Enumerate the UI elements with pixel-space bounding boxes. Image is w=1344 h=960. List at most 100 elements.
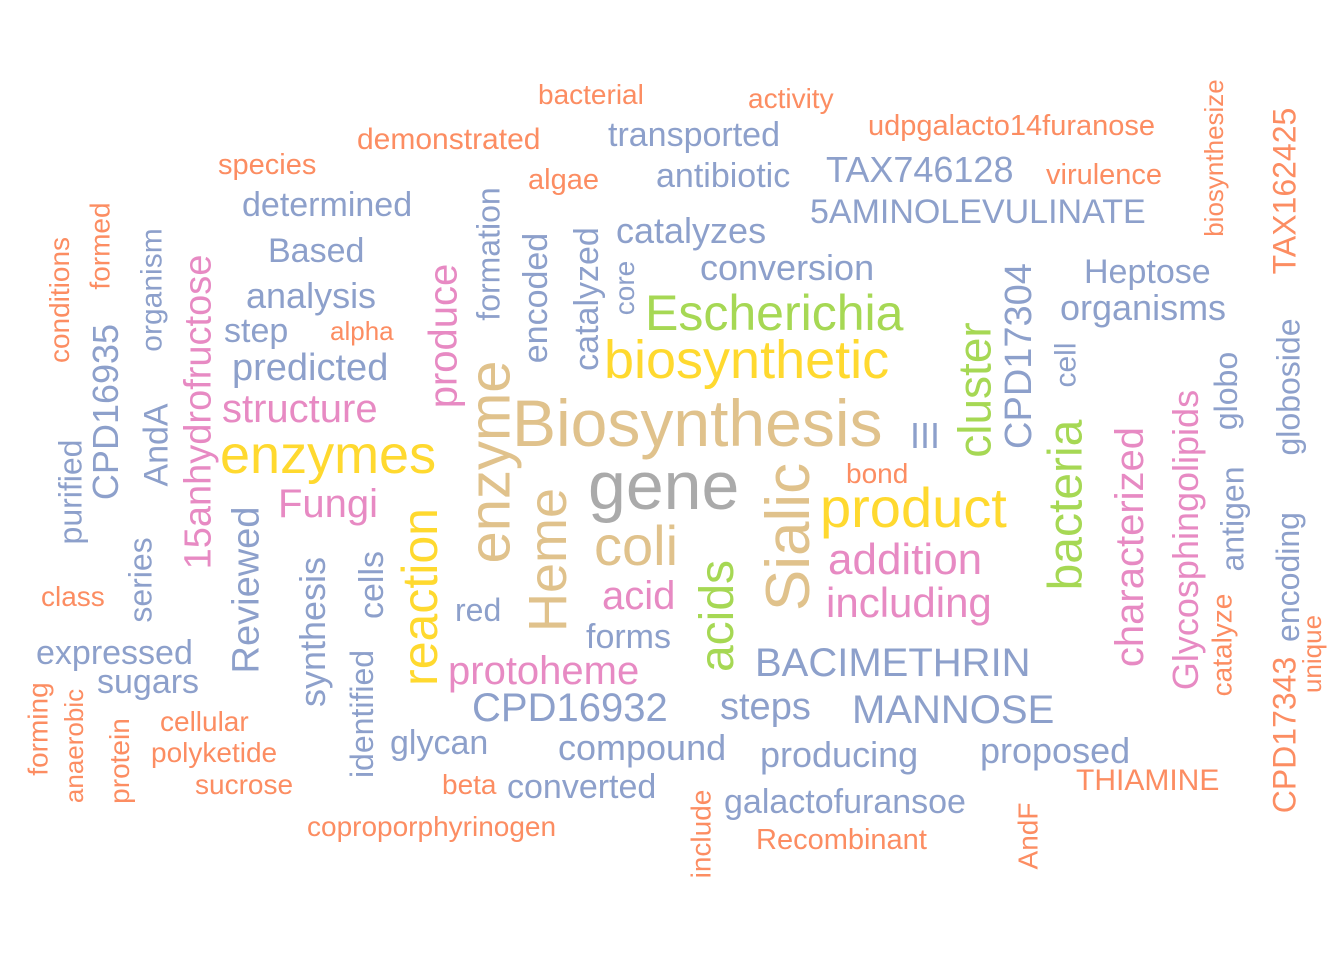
word-thiamine: THIAMINE: [1076, 764, 1220, 797]
word-gene: gene: [588, 448, 740, 524]
word-cpd17343: CPD17343: [1265, 656, 1302, 814]
word-characterized: characterized: [1108, 426, 1153, 668]
word-heme: Heme: [518, 487, 579, 633]
word-bacteria: bacteria: [1038, 419, 1092, 591]
word-series: series: [122, 537, 159, 623]
word-sucrose: sucrose: [195, 769, 294, 800]
word-glycan: glycan: [390, 724, 489, 762]
word-udpgalacto14furanose: udpgalacto14furanose: [868, 110, 1156, 142]
word-step: step: [224, 312, 289, 350]
word-polyketide: polyketide: [151, 737, 278, 768]
word-include: include: [684, 789, 716, 879]
word-forms: forms: [586, 618, 671, 656]
word-bacimethrin: BACIMETHRIN: [755, 641, 1031, 685]
word-alpha: alpha: [330, 316, 394, 346]
word-cpd17304: CPD17304: [997, 263, 1040, 449]
word-steps: steps: [720, 686, 811, 728]
word-anaerobic: anaerobic: [59, 688, 90, 804]
word-enzymes: enzymes: [220, 425, 437, 485]
word-escherichia: Escherichia: [645, 285, 904, 341]
word-conversion: conversion: [700, 247, 875, 288]
word-beta: beta: [442, 769, 497, 800]
word-determined: determined: [242, 186, 413, 224]
word-protein: protein: [103, 718, 135, 804]
word-fungi: Fungi: [278, 482, 379, 526]
word-proposed: proposed: [980, 730, 1131, 771]
word-algae: algae: [528, 164, 599, 196]
word-cluster: cluster: [948, 322, 1001, 458]
word-structure: structure: [222, 387, 378, 431]
word-red: red: [455, 592, 502, 628]
word-transported: transported: [608, 116, 780, 154]
word-enzyme: enzyme: [457, 360, 523, 564]
word-cells: cells: [353, 550, 392, 620]
word-formed: formed: [84, 202, 116, 290]
word-organism: organism: [135, 228, 169, 352]
word-biosynthesis: Biosynthesis: [512, 386, 883, 460]
word-heptose: Heptose: [1084, 253, 1211, 291]
word-glycosphingolipids: Glycosphingolipids: [1165, 389, 1207, 691]
word-including: including: [826, 579, 992, 626]
word-mannose: MANNOSE: [852, 688, 1055, 732]
word-iii: III: [910, 415, 941, 456]
word-activity: activity: [748, 83, 834, 114]
word-recombinant: Recombinant: [756, 824, 927, 856]
word-cellular: cellular: [160, 706, 249, 737]
word-synthesis: synthesis: [292, 556, 334, 708]
word-compound: compound: [558, 727, 727, 768]
word-purified: purified: [51, 439, 88, 545]
word-catalyzes: catalyzes: [616, 210, 767, 251]
word-unique: unique: [1297, 614, 1328, 694]
word-core: core: [609, 260, 641, 316]
word-coproporphyrinogen: coproporphyrinogen: [307, 811, 557, 842]
word-forming: forming: [22, 682, 54, 776]
word-15anhydrofructose: 15anhydrofructose: [176, 254, 219, 570]
word-reviewed: Reviewed: [224, 506, 267, 674]
word-sugars: sugars: [97, 663, 200, 701]
word-cell: cell: [1049, 342, 1083, 388]
word-acids: acids: [691, 559, 745, 673]
word-bacterial: bacterial: [538, 79, 644, 110]
word-5aminolevulinate: 5AMINOLEVULINATE: [810, 193, 1146, 231]
word-produce: produce: [420, 263, 465, 409]
word-organisms: organisms: [1060, 287, 1227, 328]
word-anda: AndA: [137, 403, 176, 487]
word-catalyze: catalyze: [1205, 593, 1237, 697]
word-class: class: [41, 581, 105, 612]
word-antigen: antigen: [1213, 466, 1250, 572]
word-conditions: conditions: [44, 236, 76, 364]
word-bond: bond: [846, 458, 909, 489]
word-catalyzed: catalyzed: [567, 227, 606, 371]
word-encoded: encoded: [517, 232, 556, 364]
word-cpd16935: CPD16935: [85, 323, 127, 501]
word-biosynthetic: biosynthetic: [604, 330, 890, 390]
word-based: Based: [268, 232, 365, 270]
word-galactofuransoe: galactofuransoe: [724, 783, 966, 821]
word-antibiotic: antibiotic: [656, 157, 791, 195]
word-identified: identified: [344, 649, 381, 779]
word-converted: converted: [507, 768, 657, 806]
word-tax746128: TAX746128: [826, 149, 1014, 190]
word-protoheme: protoheme: [448, 649, 640, 693]
word-demonstrated: demonstrated: [357, 123, 541, 156]
word-analysis: analysis: [246, 275, 377, 316]
word-coli: coli: [594, 514, 679, 577]
word-virulence: virulence: [1046, 159, 1163, 191]
word-cpd16932: CPD16932: [472, 686, 668, 730]
word-product: product: [820, 476, 1007, 539]
word-acid: acid: [602, 574, 676, 618]
word-globoside: globoside: [1270, 318, 1306, 456]
word-tax162425: TAX162425: [1265, 107, 1302, 275]
word-andf: AndF: [1011, 802, 1043, 870]
word-sialic: Sialic: [754, 462, 824, 612]
word-producing: producing: [760, 734, 919, 775]
word-reaction: reaction: [391, 508, 448, 686]
word-globo: globo: [1208, 351, 1245, 431]
word-species: species: [218, 149, 317, 181]
word-biosynthesize: biosynthesize: [1198, 79, 1229, 237]
word-expressed: expressed: [36, 634, 193, 672]
word-formation: formation: [470, 187, 507, 321]
word-predicted: predicted: [232, 347, 389, 389]
word-addition: addition: [828, 535, 983, 584]
